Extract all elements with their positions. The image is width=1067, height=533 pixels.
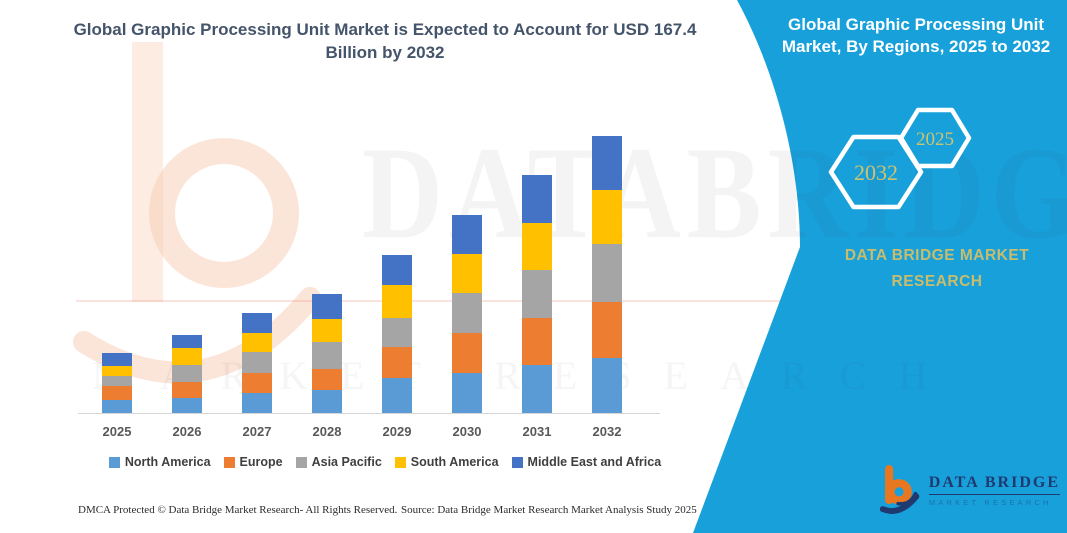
stacked-bar-2031 (522, 175, 552, 413)
stacked-bar-2027 (242, 313, 272, 413)
bar-segment-2025 (102, 376, 132, 386)
chart-title: Global Graphic Processing Unit Market is… (70, 18, 700, 65)
logo-text: DATA BRIDGE MARKET RESEARCH (928, 474, 1060, 507)
stacked-bar-2025 (102, 352, 132, 413)
bar-segment-2028 (312, 293, 342, 319)
bar-segment-2028 (312, 368, 342, 390)
bar-segment-2030 (452, 293, 482, 333)
bar-segment-2028 (312, 390, 342, 413)
bar-segment-2030 (452, 215, 482, 254)
stacked-bar-2032 (592, 135, 622, 413)
stacked-bar-2026 (172, 335, 202, 413)
bar-segment-2030 (452, 332, 482, 374)
bar-segment-2026 (172, 398, 202, 413)
legend-item: South America (394, 455, 499, 469)
chart-title-line2: Billion by 2032 (325, 43, 445, 63)
legend-label: North America (124, 455, 211, 469)
legend-item: North America (108, 455, 211, 469)
bar-segment-2029 (382, 254, 412, 286)
hexagon-2032-label: 2032 (854, 160, 898, 185)
dmca-notice: DMCA Protected © Data Bridge Market Rese… (78, 504, 398, 516)
bar-segment-2032 (592, 190, 622, 244)
side-panel-title-line1: Global Graphic Processing Unit (788, 15, 1044, 34)
stacked-bar-2029 (382, 254, 412, 413)
x-axis-label-2028: 2028 (312, 424, 342, 439)
logo-subname: MARKET RESEARCH (928, 497, 1052, 507)
bar-segment-2027 (242, 393, 272, 413)
bar-segment-2032 (592, 358, 622, 413)
bar-segment-2025 (102, 385, 132, 401)
bar-segment-2025 (102, 365, 132, 377)
chart-legend: North America Europe Asia Pacific South Ame… (80, 455, 690, 469)
chart-title-line1: Global Graphic Processing Unit Market is… (73, 20, 697, 39)
legend-swatch-icon (223, 456, 235, 468)
bar-segment-2032 (592, 243, 622, 302)
bar-segment-2026 (172, 365, 202, 383)
bar-segment-2028 (312, 318, 342, 342)
brand-line2: RESEARCH (891, 272, 983, 290)
legend-swatch-icon (108, 456, 120, 468)
legend-swatch-icon (511, 456, 523, 468)
logo-name: DATA BRIDGE (928, 474, 1060, 495)
legend-label: Europe (239, 455, 283, 469)
legend-swatch-icon (394, 456, 406, 468)
x-axis-label-2027: 2027 (242, 424, 272, 439)
x-axis-label-2026: 2026 (172, 424, 202, 439)
bar-segment-2029 (382, 378, 412, 413)
brand-line1: DATA BRIDGE MARKET (844, 247, 1030, 264)
hexagon-2032-icon (828, 134, 924, 210)
x-axis-label-2030: 2030 (452, 424, 482, 439)
x-axis-label-2029: 2029 (382, 424, 412, 439)
x-axis-line (78, 413, 660, 414)
brand-wordmark: DATA BRIDGE MARKET RESEARCH (808, 243, 1066, 294)
bar-segment-2026 (172, 382, 202, 399)
data-bridge-logo: DATA BRIDGE MARKET RESEARCH (880, 459, 1060, 521)
legend-swatch-icon (295, 456, 307, 468)
bar-segment-2031 (522, 175, 552, 223)
side-panel-title-line2: Market, By Regions, 2025 to 2032 (781, 37, 1051, 57)
data-bridge-logo-icon (880, 465, 920, 514)
side-panel-title: Global Graphic Processing Unit Market, B… (772, 14, 1060, 59)
bar-segment-2027 (242, 351, 272, 374)
bar-segment-2029 (382, 318, 412, 348)
hexagon-2025-icon (898, 107, 972, 169)
bar-segment-2028 (312, 342, 342, 369)
bar-segment-2025 (102, 400, 132, 413)
legend-item: Europe (223, 455, 283, 469)
bar-segment-2031 (522, 222, 552, 271)
bar-segment-2031 (522, 364, 552, 413)
bar-segment-2032 (592, 301, 622, 359)
hexagon-badges: 2032 2025 (828, 107, 972, 210)
source-note: Source: Data Bridge Market Research Mark… (401, 504, 697, 516)
legend-label: Middle East and Africa (527, 455, 662, 469)
bar-segment-2026 (172, 335, 202, 348)
bar-segment-2030 (452, 373, 482, 413)
bar-segment-2032 (592, 135, 622, 191)
bar-segment-2027 (242, 313, 272, 334)
legend-label: South America (410, 455, 499, 469)
legend-label: Asia Pacific (311, 455, 382, 469)
legend-item: Middle East and Africa (511, 455, 662, 469)
bar-segment-2027 (242, 333, 272, 352)
bar-segment-2030 (452, 253, 482, 294)
x-axis-label-2032: 2032 (592, 424, 622, 439)
x-axis-label-2031: 2031 (522, 424, 552, 439)
bar-segment-2031 (522, 318, 552, 365)
stacked-bar-2028 (312, 293, 342, 413)
hexagon-2025-label: 2025 (916, 129, 954, 150)
bar-segment-2025 (102, 352, 132, 366)
bar-segment-2029 (382, 347, 412, 379)
bar-segment-2026 (172, 347, 202, 366)
bar-segment-2031 (522, 270, 552, 319)
stacked-bar-2030 (452, 215, 482, 413)
bar-segment-2027 (242, 373, 272, 394)
legend-item: Asia Pacific (295, 455, 382, 469)
bar-segment-2029 (382, 285, 412, 319)
x-axis-label-2025: 2025 (102, 424, 132, 439)
